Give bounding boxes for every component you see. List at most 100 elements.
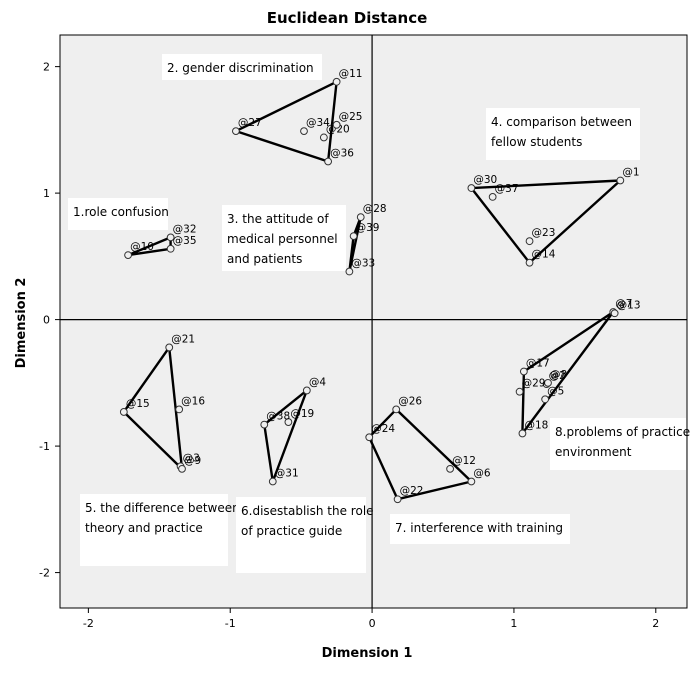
- data-point: [260, 420, 269, 429]
- annotation-text: environment: [555, 445, 632, 459]
- data-point: [616, 176, 625, 185]
- data-point: [166, 233, 175, 242]
- data-point: [349, 232, 358, 241]
- data-point: [124, 251, 132, 259]
- data-point: [166, 244, 175, 253]
- data-point: [392, 405, 401, 414]
- point-label: @1: [622, 166, 639, 178]
- data-point: [488, 193, 497, 201]
- annotation-text: and patients: [227, 252, 302, 266]
- point-label: @37: [495, 183, 519, 195]
- cluster-outline: [521, 310, 615, 435]
- annotation-box: [486, 108, 640, 160]
- cluster-outline: [126, 236, 172, 257]
- point-label: @29: [522, 378, 546, 390]
- x-tick-label: 1: [510, 617, 517, 630]
- cluster-annotation: 2. gender discrimination: [162, 54, 322, 80]
- annotation-text: 6.disestablish the role: [241, 504, 374, 518]
- cluster-outline: [348, 215, 362, 273]
- annotation-box: [236, 497, 366, 573]
- annotation-box: [222, 205, 346, 271]
- x-tick-label: -1: [225, 617, 236, 630]
- point-label: @3: [183, 452, 200, 464]
- data-point: [525, 237, 534, 246]
- data-point: [284, 418, 293, 426]
- data-point: [518, 429, 527, 438]
- annotation-text: theory and practice: [85, 521, 203, 535]
- y-tick-label: 2: [43, 61, 50, 74]
- annotation-text: 3. the attitude of: [227, 212, 329, 226]
- point-label: @6: [473, 468, 491, 480]
- data-point: [175, 405, 184, 414]
- point-label: @5: [547, 385, 564, 397]
- point-label: @22: [400, 485, 424, 497]
- point-label: @2: [549, 370, 566, 382]
- cluster-outline: [234, 80, 338, 163]
- point-label: @27: [238, 117, 262, 129]
- point-label: @33: [351, 258, 375, 270]
- data-point: [467, 477, 476, 486]
- data-point: [165, 343, 174, 352]
- data-point: [544, 378, 552, 387]
- point-label: @36: [330, 147, 354, 159]
- point-label: @12: [452, 455, 476, 467]
- annotation-box: [80, 494, 228, 566]
- annotation-text: 4. comparison between: [491, 115, 632, 129]
- data-points: @1 @2 @3 @4 @5 @6 @7 @8 @9 @10 @11 @12 @13 @14 @15 @16 @…: [119, 68, 641, 504]
- y-tick-label: 0: [43, 314, 50, 327]
- annotation-text: of practice guide: [241, 524, 342, 538]
- data-point: [302, 386, 311, 395]
- annotation-box: [68, 198, 168, 230]
- point-label: @10: [130, 241, 154, 253]
- y-axis-title: Dimension 2: [14, 278, 29, 369]
- point-label: @20: [326, 123, 350, 135]
- data-point: [356, 213, 365, 222]
- point-label: @34: [306, 117, 330, 129]
- annotation-box: [162, 54, 322, 80]
- point-label: @25: [339, 111, 363, 123]
- annotation-text: 1.role confusion: [73, 205, 169, 219]
- data-point: [525, 258, 534, 267]
- point-label: @8: [550, 369, 567, 381]
- point-label: @30: [473, 174, 497, 186]
- data-point: [610, 309, 619, 318]
- data-point: [393, 495, 402, 504]
- point-label: @28: [363, 203, 387, 215]
- point-label: @16: [181, 395, 205, 407]
- cluster-annotation: 1.role confusion: [68, 198, 169, 230]
- cluster-annotations: 1.role confusion 2. gender discrimination…: [68, 54, 690, 573]
- data-point: [119, 408, 128, 416]
- point-label: @38: [266, 411, 290, 423]
- point-label: @35: [173, 235, 197, 247]
- annotation-text: 8.problems of practice: [555, 425, 690, 439]
- data-point: [515, 387, 524, 396]
- annotation-text: 5. the difference between: [85, 501, 240, 515]
- data-point: [345, 267, 354, 276]
- cluster-outline: [470, 179, 622, 264]
- cluster-annotation: 3. the attitude of medical personnel and p…: [222, 205, 346, 271]
- y-tick-label: 1: [43, 187, 50, 200]
- x-tick-label: 0: [369, 617, 376, 630]
- chart-title: Euclidean Distance: [267, 9, 428, 27]
- point-label: @24: [371, 423, 395, 435]
- point-label: @19: [290, 408, 314, 420]
- data-point: [332, 120, 341, 129]
- cluster-annotation: 8.problems of practice environment: [550, 418, 690, 470]
- x-tick-label: -2: [83, 617, 94, 630]
- point-label: @18: [524, 419, 548, 431]
- annotation-text: medical personnel: [227, 232, 338, 246]
- point-label: @13: [617, 299, 641, 311]
- data-point: [541, 395, 550, 404]
- point-label: @32: [173, 223, 197, 235]
- data-point: [332, 77, 341, 86]
- y-tick-label: -1: [39, 440, 50, 453]
- point-label: @7: [615, 298, 632, 310]
- data-point: [467, 184, 476, 192]
- data-point: [232, 127, 240, 136]
- y-tick-label: -2: [39, 567, 50, 580]
- data-point: [324, 157, 333, 166]
- point-label: @23: [532, 227, 556, 239]
- point-label: @39: [356, 222, 380, 234]
- data-point: [319, 133, 328, 142]
- data-point: [268, 477, 277, 486]
